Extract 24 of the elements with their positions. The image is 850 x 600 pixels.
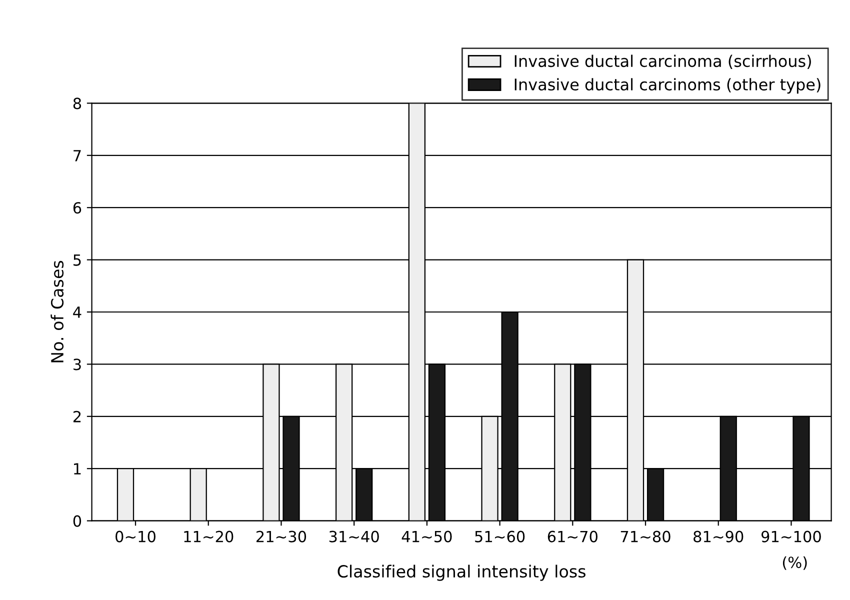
text: (%) [782,556,807,570]
y-tick-label: 1 [74,463,81,474]
x-tick-label: 81∼90 [694,530,744,542]
legend-label: Invasive ductal carcinoma (scirrhous) [514,54,811,69]
y-tick-label: 6 [73,202,82,214]
y-tick-label: 3 [74,358,81,370]
x-tick-label: 11∼20 [184,530,234,542]
y-tick-label: 4 [73,306,82,318]
x-tick-label: 41∼50 [402,530,452,542]
y-tick-label: 0 [73,515,82,527]
x-tick-label: 91∼100 [761,530,821,542]
x-tick-label: 51∼60 [475,530,525,542]
x-axis-title: Classified signal intensity loss [338,564,586,581]
x-tick-label: 21∼30 [256,530,306,542]
y-tick-label: 5 [74,254,81,266]
y-axis-title: No. of Cases [50,260,64,362]
y-tick-label: 8 [73,98,82,110]
x-tick-label: 31∼40 [329,530,379,542]
x-tick-label: 61∼70 [548,530,598,542]
x-tick-label: 0∼10 [116,530,156,542]
y-tick-label: 7 [74,150,81,162]
x-tick-label: 71∼80 [620,530,670,542]
legend-label: Invasive ductal carcinoms (other type) [514,78,820,94]
y-tick-label: 2 [73,410,81,422]
